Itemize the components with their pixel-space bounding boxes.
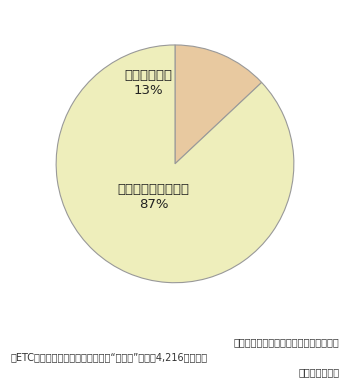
Text: 変更が生じなかった
87%: 変更が生じなかった 87% <box>118 183 190 211</box>
Wedge shape <box>56 45 294 283</box>
Text: サンプル集計）: サンプル集計） <box>298 368 340 378</box>
Text: 資料：物流基础調査（意向アンケート）: 資料：物流基础調査（意向アンケート） <box>234 337 340 347</box>
Wedge shape <box>175 45 262 164</box>
Text: （ETC割引を利用する事業所のうち“無回答”を除く4,216事業所の: （ETC割引を利用する事業所のうち“無回答”を除く4,216事業所の <box>10 352 208 362</box>
Text: 変更は生じた
13%: 変更は生じた 13% <box>125 69 173 97</box>
